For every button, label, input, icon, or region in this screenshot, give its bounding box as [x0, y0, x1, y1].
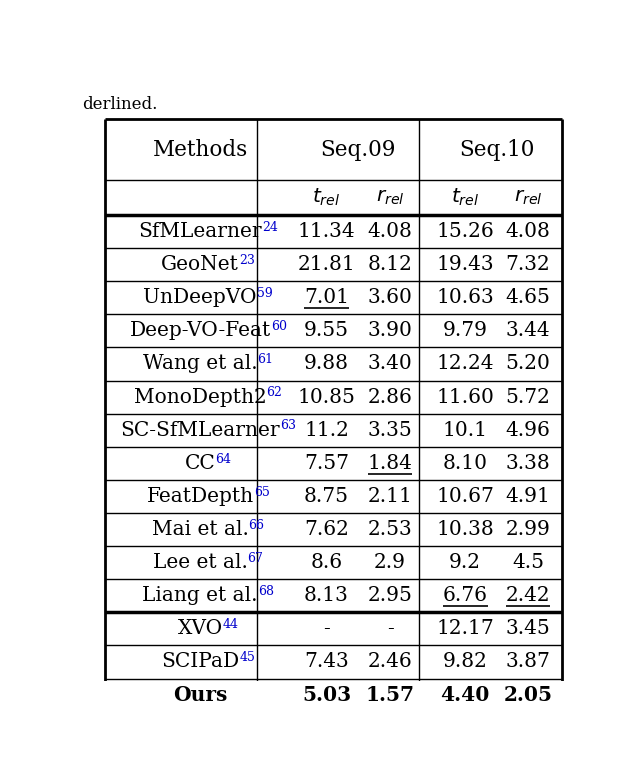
Text: 6.76: 6.76: [443, 586, 488, 605]
Text: 66: 66: [248, 519, 264, 532]
Text: 45: 45: [239, 651, 255, 664]
Text: $t_{rel}$: $t_{rel}$: [312, 187, 340, 208]
Text: XVO: XVO: [177, 620, 223, 638]
Text: 3.87: 3.87: [506, 653, 550, 672]
Text: 15.26: 15.26: [436, 222, 494, 241]
Text: 1.84: 1.84: [367, 454, 412, 473]
Text: Seq.09: Seq.09: [321, 138, 396, 161]
Text: 4.65: 4.65: [506, 288, 550, 308]
Text: 3.44: 3.44: [506, 321, 550, 340]
Text: 2.05: 2.05: [504, 685, 552, 705]
Text: 4.08: 4.08: [367, 222, 412, 241]
Text: 7.57: 7.57: [304, 454, 349, 473]
Text: 9.2: 9.2: [449, 553, 481, 572]
Text: 8.75: 8.75: [304, 487, 349, 506]
Text: 10.1: 10.1: [443, 421, 488, 440]
Text: 2.99: 2.99: [506, 520, 550, 539]
Text: 4.5: 4.5: [512, 553, 544, 572]
Text: 8.10: 8.10: [443, 454, 488, 473]
Text: 3.35: 3.35: [367, 421, 412, 440]
Text: 5.20: 5.20: [506, 354, 550, 373]
Text: 21.81: 21.81: [298, 256, 355, 274]
Text: 12.17: 12.17: [436, 620, 494, 638]
Text: 3.60: 3.60: [367, 288, 412, 308]
Text: GeoNet: GeoNet: [161, 256, 239, 274]
Text: 67: 67: [248, 552, 264, 565]
Text: 2.42: 2.42: [506, 586, 550, 605]
Text: 64: 64: [216, 453, 232, 466]
Text: 60: 60: [271, 320, 287, 333]
Text: Deep-VO-Feat: Deep-VO-Feat: [129, 321, 271, 340]
Text: Ours: Ours: [173, 685, 227, 705]
Text: Mai et al.: Mai et al.: [152, 520, 248, 539]
Text: Liang et al.: Liang et al.: [142, 586, 258, 605]
Text: 10.67: 10.67: [436, 487, 494, 506]
Text: CC: CC: [185, 454, 216, 473]
Text: 7.62: 7.62: [304, 520, 349, 539]
Text: -: -: [387, 620, 394, 638]
Text: 10.63: 10.63: [436, 288, 494, 308]
Text: $t_{rel}$: $t_{rel}$: [451, 187, 479, 208]
Text: 11.60: 11.60: [436, 388, 494, 407]
Text: MonoDepth2: MonoDepth2: [134, 388, 266, 407]
Text: 59: 59: [257, 287, 273, 300]
Text: Methods: Methods: [152, 138, 248, 161]
Text: 2.86: 2.86: [367, 388, 412, 407]
Text: 65: 65: [253, 486, 269, 499]
Text: Wang et al.: Wang et al.: [143, 354, 257, 373]
Text: 8.13: 8.13: [304, 586, 349, 605]
Text: 8.12: 8.12: [367, 256, 412, 274]
Text: 12.24: 12.24: [436, 354, 494, 373]
Text: 3.90: 3.90: [367, 321, 412, 340]
Text: 2.46: 2.46: [367, 653, 412, 672]
Text: 24: 24: [262, 221, 278, 234]
Text: FeatDepth: FeatDepth: [147, 487, 253, 506]
Text: 23: 23: [239, 254, 255, 267]
Text: 44: 44: [223, 618, 239, 631]
Text: 4.91: 4.91: [506, 487, 550, 506]
Text: UnDeepVO: UnDeepVO: [143, 288, 257, 308]
Text: derlined.: derlined.: [83, 96, 157, 112]
Text: 10.85: 10.85: [298, 388, 355, 407]
Text: 3.40: 3.40: [367, 354, 412, 373]
Text: Lee et al.: Lee et al.: [153, 553, 248, 572]
Text: 19.43: 19.43: [436, 256, 494, 274]
Text: 62: 62: [266, 386, 282, 399]
Text: 61: 61: [257, 353, 273, 366]
Text: 9.55: 9.55: [304, 321, 349, 340]
Text: 5.03: 5.03: [302, 685, 351, 705]
Text: 11.34: 11.34: [298, 222, 355, 241]
Text: Seq.10: Seq.10: [459, 138, 534, 161]
Text: 2.53: 2.53: [367, 520, 412, 539]
Text: 7.01: 7.01: [304, 288, 349, 308]
Text: 2.11: 2.11: [367, 487, 412, 506]
Text: 4.40: 4.40: [440, 685, 490, 705]
Text: 7.32: 7.32: [506, 256, 550, 274]
Text: 63: 63: [280, 419, 296, 432]
Text: 10.38: 10.38: [436, 520, 494, 539]
Text: SC-SfMLearner: SC-SfMLearner: [120, 421, 280, 440]
Text: 68: 68: [258, 585, 274, 598]
Text: 1.57: 1.57: [365, 685, 415, 705]
Text: $r_{rel}$: $r_{rel}$: [514, 188, 542, 207]
Text: 8.6: 8.6: [310, 553, 342, 572]
Text: 3.38: 3.38: [506, 454, 550, 473]
Text: 2.95: 2.95: [367, 586, 412, 605]
Text: 4.96: 4.96: [506, 421, 550, 440]
Text: 3.45: 3.45: [506, 620, 550, 638]
Text: 9.82: 9.82: [443, 653, 488, 672]
Text: 2.9: 2.9: [374, 553, 406, 572]
Text: -: -: [323, 620, 330, 638]
Text: 9.79: 9.79: [443, 321, 488, 340]
Text: 7.43: 7.43: [304, 653, 349, 672]
Text: 9.88: 9.88: [304, 354, 349, 373]
Text: SCIPaD: SCIPaD: [161, 653, 239, 672]
Text: 4.08: 4.08: [506, 222, 550, 241]
Text: 5.72: 5.72: [506, 388, 550, 407]
Text: 11.2: 11.2: [304, 421, 349, 440]
Text: $r_{rel}$: $r_{rel}$: [376, 188, 404, 207]
Text: SfMLearner: SfMLearner: [138, 222, 262, 241]
